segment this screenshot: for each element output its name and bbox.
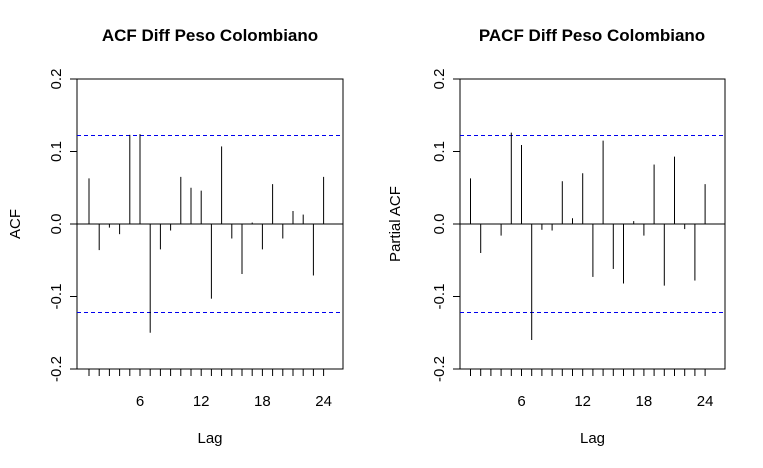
y-tick-label: -0.2 (431, 356, 448, 382)
y-tick-label: 0.2 (431, 69, 448, 90)
x-tick-label: 18 (636, 393, 653, 410)
x-tick-label: 24 (315, 393, 332, 410)
y-tick-label: 0.1 (431, 141, 448, 162)
y-tick-label: -0.2 (48, 356, 65, 382)
x-axis-label: Lag (197, 430, 222, 447)
chart-title: PACF Diff Peso Colombiano (479, 26, 705, 45)
y-axis-label: Partial ACF (387, 186, 404, 262)
x-axis-label: Lag (580, 430, 605, 447)
x-tick-label: 6 (517, 393, 525, 410)
y-axis-label: ACF (7, 209, 24, 239)
y-tick-label: -0.1 (48, 284, 65, 310)
x-tick-label: 12 (574, 393, 591, 410)
chart-title: ACF Diff Peso Colombiano (102, 26, 318, 45)
y-tick-label: 0.0 (48, 214, 65, 235)
y-tick-label: 0.2 (48, 69, 65, 90)
y-tick-label: 0.1 (48, 141, 65, 162)
y-tick-label: 0.0 (431, 214, 448, 235)
y-tick-label: -0.1 (431, 284, 448, 310)
x-tick-label: 24 (697, 393, 714, 410)
x-tick-label: 12 (193, 393, 210, 410)
x-tick-label: 6 (136, 393, 144, 410)
x-tick-label: 18 (254, 393, 271, 410)
